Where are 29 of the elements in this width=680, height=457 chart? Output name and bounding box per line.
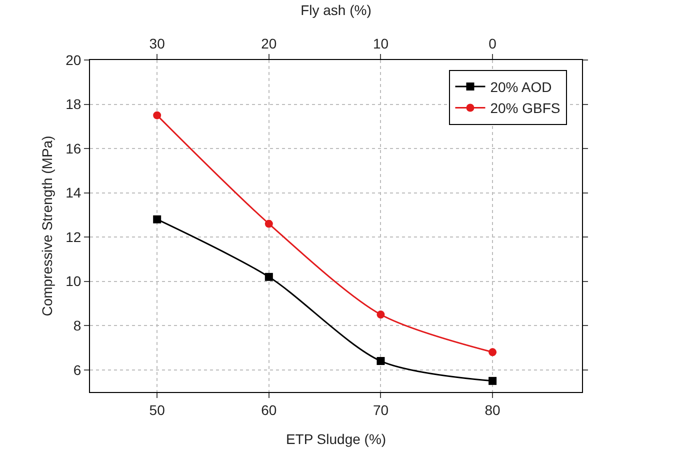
y-axis-title: Compressive Strength (MPa) [39, 136, 55, 316]
point [488, 348, 497, 356]
x-tick-label: 70 [372, 402, 389, 418]
x2-tick-label: 10 [372, 35, 389, 52]
point [376, 310, 385, 319]
y-tick-label: 8 [73, 318, 82, 334]
point [153, 215, 162, 224]
point [376, 357, 385, 366]
x-tick-label: 50 [149, 402, 166, 418]
x2-tick-label: 20 [261, 35, 277, 52]
x-axis-title: ETP Sludge (%) [286, 431, 386, 447]
y-tick-label: 18 [66, 96, 82, 112]
y-tick-label: 6 [73, 362, 82, 378]
point [488, 376, 497, 385]
x2-tick-label: 30 [149, 35, 166, 52]
y-tick-label: 14 [66, 184, 82, 201]
legend-label: 20% AOD [490, 79, 552, 96]
y-tick-label: 20 [66, 52, 82, 68]
y-tick-label: 16 [66, 140, 82, 156]
x2-tick-label: 0 [488, 35, 497, 52]
y-tick-label: 12 [66, 228, 82, 245]
legend-label: 20% GBFS [490, 100, 560, 116]
point [264, 272, 273, 281]
x-tick-label: 80 [484, 402, 501, 418]
point [153, 111, 162, 120]
point [264, 220, 273, 228]
x-tick-label: 60 [261, 402, 277, 418]
x2-axis-title: Fly ash (%) [300, 2, 372, 18]
y-tick-label: 10 [66, 273, 82, 290]
